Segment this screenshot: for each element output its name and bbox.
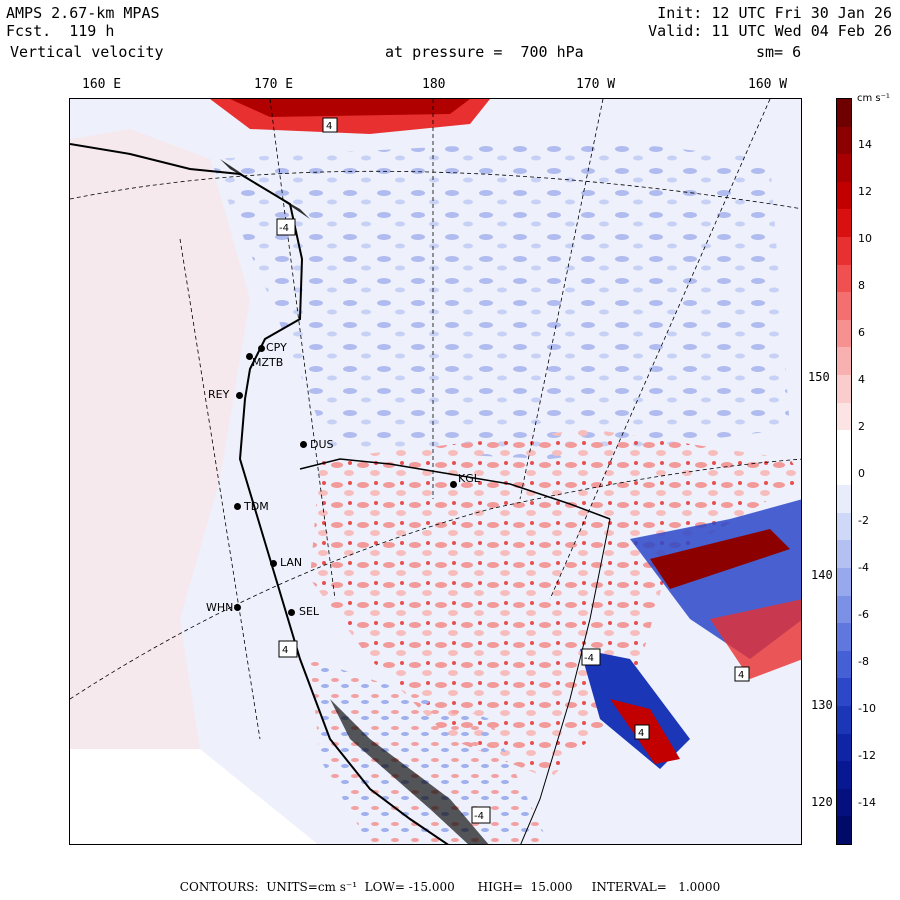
station-label-sel[interactable]: SEL (299, 605, 320, 618)
colorbar-segment (837, 457, 851, 486)
colorbar-segment (837, 402, 851, 431)
colorbar-segment (837, 761, 851, 790)
station-dot-tdm (234, 503, 241, 510)
colorbar-segment (837, 126, 851, 155)
colorbar-tick-label: 4 (858, 373, 865, 386)
colorbar-segment (837, 292, 851, 321)
colorbar-segment (837, 485, 851, 514)
colorbar-segment (837, 181, 851, 210)
station-dot-lan (270, 560, 277, 567)
station-dot-whn (234, 604, 241, 611)
colorbar-tick-label: 6 (858, 326, 865, 339)
lon-label-180: 180 (422, 77, 446, 92)
colorbar-tick-label: -4 (858, 561, 869, 574)
colorbar-segment (837, 568, 851, 597)
map-panel[interactable]: 4 -4 4 -4 4 4 -4 CPY MZTB REY DUS KGL TD… (69, 98, 802, 845)
colorbar-segment (837, 595, 851, 624)
coastline (70, 143, 449, 844)
colorbar-segment (837, 706, 851, 735)
station-label-lan[interactable]: LAN (280, 556, 303, 569)
colorbar-segment (837, 374, 851, 403)
upward-motion-region (310, 429, 801, 779)
colorbar-tick-label: 12 (858, 185, 872, 198)
station-label-tdm[interactable]: TDM (244, 500, 269, 513)
strong-upward-band (650, 529, 790, 589)
colorbar-tick-label: 14 (858, 138, 872, 151)
station-label-cpy[interactable]: CPY (266, 341, 287, 354)
colorbar-segment (837, 678, 851, 707)
colorbar-tick-label: -14 (858, 796, 876, 809)
colorbar-tick-label: -8 (858, 655, 869, 668)
colorbar-segment (837, 319, 851, 348)
colorbar-segment (837, 347, 851, 376)
contour-info: CONTOURS: UNITS=cm s⁻¹ LOW= -15.000 HIGH… (179, 880, 721, 894)
forecast-hour: Fcst. 119 h (6, 22, 115, 40)
colorbar-tick-label: -12 (858, 749, 876, 762)
colorbar-tick-label: 2 (858, 420, 865, 433)
station-label-dus[interactable]: DUS (310, 438, 334, 451)
station-dot-mztb (246, 353, 253, 360)
colorbar-tick-label: 8 (858, 279, 865, 292)
mixed-region (310, 659, 550, 844)
marker-max-3: 4 (738, 670, 744, 681)
field-name: Vertical velocity (10, 43, 164, 61)
colorbar-tick-label: -6 (858, 608, 869, 621)
colorbar-tick-label: 0 (858, 467, 865, 480)
station-dot-dus (300, 441, 307, 448)
colorbar-segment (837, 154, 851, 183)
colorbar-tick-label: 10 (858, 232, 872, 245)
station-label-whn[interactable]: WHN (206, 601, 234, 614)
station-dot-cpy (258, 345, 265, 352)
lon-label-170e: 170 E (254, 77, 294, 92)
colorbar-segment (837, 788, 851, 817)
lon-label-160w: 160 W (748, 77, 788, 92)
ridge-line (520, 518, 611, 844)
colorbar-segment (837, 430, 851, 459)
north-red-core (230, 99, 470, 117)
coast-strip-south (330, 699, 489, 844)
colorbar-segment (837, 623, 851, 652)
ross-ice-shelf (210, 139, 790, 459)
valid-time: Valid: 11 UTC Wed 04 Feb 26 (648, 22, 892, 40)
marker-min-1: -4 (279, 223, 289, 234)
lon-label-160e: 160 E (82, 77, 122, 92)
station-label-rey[interactable]: REY (208, 388, 230, 401)
marker-min-2: -4 (584, 653, 594, 664)
marker-max-4: 4 (638, 728, 644, 739)
extrema-markers: 4 -4 4 -4 4 4 -4 (276, 117, 750, 824)
station-dot-rey (236, 392, 243, 399)
velocity-field: 4 -4 4 -4 4 4 -4 (70, 99, 801, 844)
graticule (70, 99, 801, 740)
ocean-region (70, 129, 250, 749)
colorbar-segment (837, 816, 851, 845)
marker-max-1: 4 (326, 121, 332, 132)
colorbar-units: cm s⁻¹ (857, 93, 890, 104)
init-time: Init: 12 UTC Fri 30 Jan 26 (657, 4, 892, 22)
grounding-line (299, 458, 611, 520)
colorbar-tick-label: -10 (858, 702, 876, 715)
colorbar-segment (837, 264, 851, 293)
colorbar-segment (837, 650, 851, 679)
marker-max-2: 4 (282, 645, 288, 656)
station-label-mztb[interactable]: MZTB (252, 356, 284, 369)
station-label-kgl[interactable]: KGL (458, 472, 480, 485)
model-title: AMPS 2.67-km MPAS (6, 4, 160, 22)
white-region (70, 749, 318, 844)
colorbar-segment (837, 512, 851, 541)
station-dot-sel (288, 609, 295, 616)
marker-min-3: -4 (474, 811, 484, 822)
station-dot-kgl (450, 481, 457, 488)
lon-label-170w: 170 W (576, 77, 616, 92)
pressure-level: at pressure = 700 hPa (385, 43, 584, 61)
colorbar-segment (837, 99, 851, 128)
colorbar-segment (837, 733, 851, 762)
colorbar-segment (837, 236, 851, 266)
colorbar-segment (837, 209, 851, 238)
smoothing-value: sm= 6 (756, 43, 802, 61)
lat-label-150w-edge: 150 W (808, 370, 845, 384)
colorbar-tick-label: -2 (858, 514, 869, 527)
colorbar-segment (837, 540, 851, 569)
upward-band-3 (710, 599, 801, 679)
colorbar (836, 98, 852, 845)
